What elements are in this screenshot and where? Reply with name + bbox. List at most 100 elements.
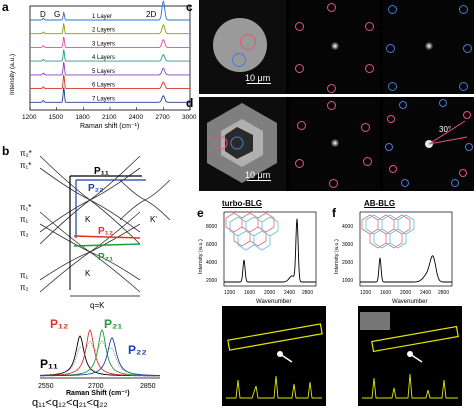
series-line-5 xyxy=(30,62,190,76)
xtick-label-2100: 2100 xyxy=(102,114,117,121)
pi1-label-2: π₁ xyxy=(20,271,29,280)
series-line-2 xyxy=(30,22,190,35)
panel-f-spectrum-line xyxy=(360,255,452,283)
legend-label-2: 2 Layers xyxy=(92,28,115,34)
panel-e-label: e xyxy=(197,206,204,220)
pi2-label: π₂ xyxy=(20,229,29,238)
diffraction-spot-pink xyxy=(295,64,304,73)
f-xtick-2800: 2800 xyxy=(438,290,449,296)
diffraction-spot-blue xyxy=(388,82,397,91)
spec-tick-2700: 2700 xyxy=(88,383,104,390)
pi1-label: π₁ xyxy=(20,215,29,224)
peak-label-G: G xyxy=(54,10,60,19)
panel-b-diagrams: P₁₁ P₂₂ π₂* π₁* π₁ π₂ K K' P₁₂ P₂₁ π₁* π… xyxy=(20,149,171,408)
e-ylabel: Intensity (a.u.) xyxy=(198,239,204,274)
panel-c-diffraction-1 xyxy=(289,0,380,94)
legend-label-5: 5 Layers xyxy=(92,69,115,75)
e-xtick-1200: 1200 xyxy=(224,290,235,296)
f-xtick-2400: 2400 xyxy=(420,290,431,296)
e-xtick-2400: 2400 xyxy=(284,290,295,296)
panel-a-ylabel: Intensity (a.u.) xyxy=(9,54,16,95)
panel-c-optical-image: 10 μm xyxy=(199,0,286,94)
panel-e-spectrum-line xyxy=(224,218,316,283)
panel-e-raman-chart: 2000 4000 6000 8000 1200 1600 2000 2400 … xyxy=(198,211,317,305)
diffraction-spot-blue xyxy=(459,82,468,91)
legend-label-3: 3 Layers xyxy=(92,41,115,47)
q-relation: q₁₁<q₁₂<q₂₁<q₂₂ xyxy=(32,397,108,408)
k-label-1: K xyxy=(85,215,91,224)
diffraction-spot-blue xyxy=(388,5,397,14)
band-diagram-2 xyxy=(39,211,141,293)
rotation-angle-label: 30° xyxy=(439,125,452,134)
diffraction-spot-pink xyxy=(327,101,336,110)
panel-e-title: turbo-BLG xyxy=(222,199,262,208)
p21-label: P₂₁ xyxy=(98,252,113,263)
e-ytick-6000: 6000 xyxy=(206,242,217,248)
pi1star-label-2: π₁* xyxy=(20,203,31,212)
e-ytick-2000: 2000 xyxy=(206,278,217,284)
p22-label: P₂₂ xyxy=(88,183,104,194)
panel-d-diffraction-2: 30° xyxy=(383,97,474,191)
panel-b-spectrum xyxy=(40,329,161,377)
series-line-7 xyxy=(30,87,190,103)
xtick-label-1800: 1800 xyxy=(75,114,90,121)
lattice-overlay-e xyxy=(225,212,279,251)
envelope-fit xyxy=(40,340,160,376)
p21-arrow xyxy=(73,243,141,247)
pi2-label-2: π₂ xyxy=(20,283,29,292)
diffraction-spot-pink xyxy=(361,123,370,132)
panel-b-label: b xyxy=(2,144,10,158)
diffraction-spot-pink xyxy=(365,22,374,31)
legend-label-7: 7 Layers xyxy=(92,96,115,102)
spec-p21-label: P₂₁ xyxy=(104,317,122,331)
f-ytick-2000: 2000 xyxy=(342,260,353,266)
f-ylabel: Intensity (a.u.) xyxy=(334,239,340,274)
scale-bar xyxy=(247,83,271,84)
panel-a-raman-chart: 1 Layer 2 Layers 3 Layers 4 Layers 5 Layers 6… xyxy=(9,0,197,130)
f-ytick-4000: 4000 xyxy=(342,224,353,230)
legend-label-6: 6 Layers xyxy=(92,83,115,89)
spec-p12-label: P₁₂ xyxy=(50,317,68,331)
e-ytick-4000: 4000 xyxy=(206,260,217,266)
spec-xlabel: Raman Shift (cm⁻¹) xyxy=(66,390,130,397)
center-spot xyxy=(331,42,339,50)
e-xlabel: Wavenumber xyxy=(256,299,291,305)
hexagonal-flakes xyxy=(207,103,277,183)
e-xtick-2800: 2800 xyxy=(302,290,313,296)
panel-d-diffraction-1 xyxy=(289,97,380,191)
spec-tick-2550: 2550 xyxy=(38,383,54,390)
series-line-1 xyxy=(30,0,190,21)
pi2star-label: π₂* xyxy=(20,149,32,158)
xtick-label-3000: 3000 xyxy=(182,114,197,121)
legend-label-4: 4 Layers xyxy=(92,55,115,61)
f-ytick-3000: 3000 xyxy=(342,242,353,248)
p11-label: P₁₁ xyxy=(94,166,109,177)
diffraction-spot-blue xyxy=(386,44,395,53)
xtick-label-1500: 1500 xyxy=(49,114,64,121)
panel-e-diffraction-overlay xyxy=(226,323,323,399)
panel-f-label: f xyxy=(332,206,336,220)
series-line-4 xyxy=(30,49,190,62)
diffraction-spot-pink xyxy=(329,179,338,188)
xtick-label-2700: 2700 xyxy=(155,114,170,121)
f-xtick-1600: 1600 xyxy=(380,290,391,296)
diffraction-spot-pink xyxy=(327,3,336,12)
blue-aperture-circle xyxy=(232,53,246,67)
diffraction-spot-pink xyxy=(363,157,372,166)
lattice-overlay-f xyxy=(361,214,415,249)
diffraction-spot-pink xyxy=(365,64,374,73)
kprime-label: K' xyxy=(150,215,157,224)
panel-c-images: 10 μm xyxy=(199,0,474,94)
diffraction-spot-pink xyxy=(327,84,336,93)
spec-p11-label: P₁₁ xyxy=(40,357,58,371)
panel-a-label: a xyxy=(2,0,9,14)
spec-tick-2850: 2850 xyxy=(140,383,156,390)
diffraction-spot-pink xyxy=(295,22,304,31)
diffraction-spot-pink xyxy=(295,159,304,168)
f-xlabel: Wavenumber xyxy=(392,299,427,305)
xtick-label-2400: 2400 xyxy=(129,114,144,121)
panel-f-raman-chart: 1000 2000 3000 4000 1200 1600 2000 2400 … xyxy=(334,211,453,305)
k-label-2: K xyxy=(85,269,91,278)
xtick-label-1200: 1200 xyxy=(22,114,37,121)
scale-bar-label: 10 μm xyxy=(245,170,271,180)
